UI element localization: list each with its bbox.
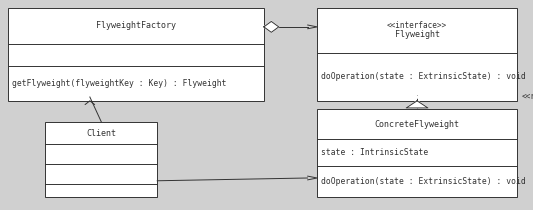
Text: state : IntrinsicState: state : IntrinsicState — [321, 148, 429, 157]
Text: FlyweightFactory: FlyweightFactory — [96, 21, 176, 30]
Text: ConcreteFlyweight: ConcreteFlyweight — [375, 120, 459, 129]
Bar — [317, 109, 517, 197]
Bar — [317, 8, 517, 101]
Polygon shape — [264, 21, 279, 32]
Text: doOperation(state : ExtrinsicState) : void: doOperation(state : ExtrinsicState) : vo… — [321, 72, 526, 81]
Text: <<realize>>: <<realize>> — [521, 92, 533, 101]
Text: Client: Client — [86, 129, 116, 138]
Text: getFlyweight(flyweightKey : Key) : Flyweight: getFlyweight(flyweightKey : Key) : Flywe… — [12, 79, 227, 88]
Bar — [8, 8, 264, 101]
Bar — [45, 122, 157, 197]
Text: <<interface>>: <<interface>> — [387, 21, 447, 30]
Text: Flyweight: Flyweight — [394, 30, 440, 39]
Polygon shape — [406, 101, 428, 108]
Text: doOperation(state : ExtrinsicState) : void: doOperation(state : ExtrinsicState) : vo… — [321, 177, 526, 186]
